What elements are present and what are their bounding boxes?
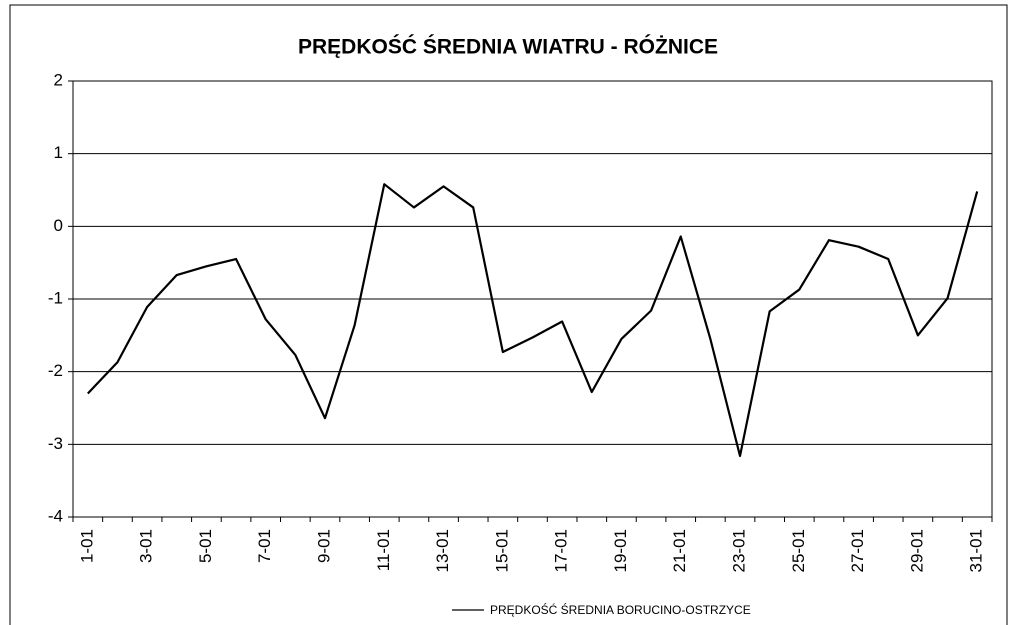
x-tick-label: 31-01 bbox=[967, 529, 986, 572]
x-tick-label: 29-01 bbox=[907, 529, 926, 572]
y-tick-label: 2 bbox=[54, 70, 63, 89]
y-tick-label: -2 bbox=[48, 361, 63, 380]
plot-area bbox=[72, 80, 993, 518]
x-tick-label: 9-01 bbox=[314, 529, 333, 563]
x-tick-label: 19-01 bbox=[611, 529, 630, 572]
x-tick-label: 7-01 bbox=[255, 529, 274, 563]
x-tick-label: 5-01 bbox=[196, 529, 215, 563]
x-tick-label: 23-01 bbox=[730, 529, 749, 572]
y-tick-label: -4 bbox=[48, 506, 63, 525]
x-tick-label: 17-01 bbox=[552, 529, 571, 572]
chart-frame bbox=[9, 4, 1008, 625]
y-tick-label: -3 bbox=[48, 434, 63, 453]
x-tick-label: 21-01 bbox=[670, 529, 689, 572]
x-tick-label: 11-01 bbox=[374, 529, 393, 571]
legend-label: PRĘDKOŚĆ ŚREDNIA BORUCINO-OSTRZYCE bbox=[490, 602, 751, 617]
x-tick-label: 3-01 bbox=[137, 529, 156, 563]
x-tick-label: 15-01 bbox=[492, 529, 511, 572]
y-tick-label: -1 bbox=[48, 288, 63, 307]
y-tick-label: 1 bbox=[54, 143, 63, 162]
x-tick-label: 1-01 bbox=[77, 529, 96, 563]
x-tick-label: 27-01 bbox=[848, 529, 867, 572]
data-line bbox=[87, 183, 979, 458]
x-tick-label: 13-01 bbox=[433, 529, 452, 572]
y-tick-label: 0 bbox=[54, 216, 63, 235]
x-tick-label: 25-01 bbox=[789, 529, 808, 572]
chart-title: PRĘDKOŚĆ ŚREDNIA WIATRU - RÓŻNICE bbox=[298, 35, 718, 59]
